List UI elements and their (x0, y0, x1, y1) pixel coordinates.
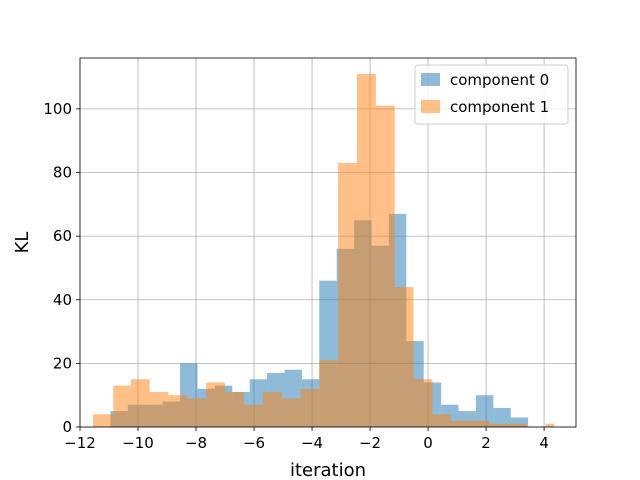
histogram-bar (281, 398, 301, 427)
histogram-bar (113, 385, 131, 427)
histogram-bar (130, 379, 150, 427)
x-tick-label: −12 (64, 434, 96, 452)
histogram-bar (300, 388, 320, 427)
y-tick-label: 80 (53, 164, 72, 182)
series-1-bars (93, 73, 555, 428)
x-tick-label: −2 (359, 434, 381, 452)
histogram-bar (206, 382, 226, 427)
histogram-bar (470, 420, 489, 427)
histogram-bar (451, 420, 471, 427)
legend-swatch-component-0 (421, 73, 440, 86)
histogram-bar (475, 395, 494, 427)
histogram-bar (375, 105, 395, 427)
x-tick-label: −4 (301, 434, 323, 452)
x-tick-label: 2 (481, 434, 491, 452)
histogram-bar (510, 417, 529, 427)
histogram-bar (338, 162, 358, 428)
histogram-bar (507, 423, 527, 427)
histogram-bar (357, 73, 376, 427)
plot-frame (79, 57, 577, 428)
x-axis-label: iteration (290, 460, 366, 480)
histogram-bar (149, 392, 169, 427)
y-tick-label: 0 (62, 418, 72, 436)
histogram-bar (93, 414, 114, 427)
histogram-bar (394, 287, 414, 427)
histogram-bar (493, 407, 511, 427)
y-tick-label: 40 (53, 291, 72, 309)
x-tick-label: 4 (539, 434, 549, 452)
legend: component 0 component 1 (414, 64, 569, 125)
x-tick-label: −10 (122, 434, 154, 452)
histogram-bar (168, 395, 188, 427)
y-axis-label: KL (12, 232, 33, 254)
x-tick-label: −6 (243, 434, 265, 452)
y-tick-label: 100 (43, 100, 72, 118)
histogram-bars (93, 73, 555, 428)
histogram-bar (545, 423, 555, 427)
histogram-bar (432, 414, 452, 427)
histogram-bar (413, 379, 433, 427)
legend-swatch-component-1 (421, 100, 440, 113)
x-tick-label: −8 (185, 434, 207, 452)
x-tick-label: 0 (423, 434, 433, 452)
histogram-bar (262, 392, 282, 427)
histogram-bar (319, 360, 339, 427)
histogram-bar (488, 423, 508, 427)
legend-label-component-0: component 0 (450, 71, 549, 89)
y-tick-label: 60 (53, 227, 72, 245)
legend-box (414, 64, 569, 125)
histogram-bar (243, 404, 263, 427)
histogram-bar (187, 398, 207, 427)
legend-label-component-1: component 1 (450, 98, 549, 116)
y-tick-label: 20 (53, 354, 72, 372)
histogram-bar (225, 392, 244, 427)
